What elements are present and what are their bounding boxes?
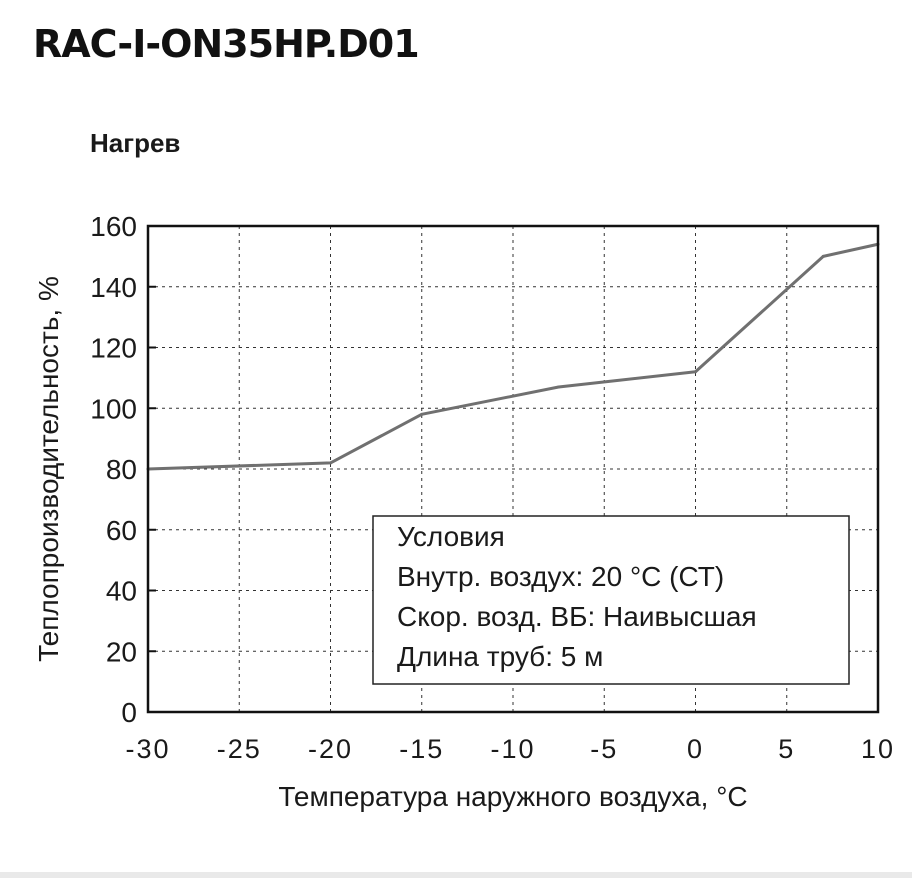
mode-label: Нагрев <box>90 128 181 158</box>
x-tick-label: -25 <box>217 734 262 764</box>
y-tick-label: 140 <box>90 272 137 303</box>
conditions-line-indoor: Внутр. воздух: 20 °C (СТ) <box>397 561 724 592</box>
data-point <box>694 370 697 374</box>
x-tick-label: -5 <box>590 734 618 764</box>
x-tick-label: 0 <box>687 734 704 764</box>
data-point <box>329 461 332 465</box>
y-axis-label: Теплопроизводительность, % <box>33 276 64 662</box>
x-tick-label: -15 <box>399 734 444 764</box>
data-point <box>557 385 561 389</box>
data-point <box>420 412 424 416</box>
model-title: RAC-I-ON35HP.D01 <box>33 22 420 66</box>
y-tick-label: 60 <box>106 515 137 546</box>
y-tick-label: 40 <box>106 576 137 607</box>
x-tick-label: -30 <box>125 734 170 764</box>
bottom-divider <box>0 872 912 878</box>
x-axis-label: Температура наружного воздуха, °C <box>278 781 747 812</box>
conditions-box: Условия Внутр. воздух: 20 °C (СТ) Скор. … <box>372 515 850 685</box>
plot-frame <box>146 224 880 714</box>
x-tick-label: -10 <box>490 734 535 764</box>
chart-tick-labels: -30 -25 -20 -15 -10 -5 0 5 100204060801001201401… <box>90 211 895 764</box>
y-tick-label: 100 <box>90 393 137 424</box>
conditions-title: Условия <box>397 521 505 552</box>
y-tick-label: 20 <box>106 636 137 667</box>
conditions-line-fan: Скор. возд. ВБ: Наивысшая <box>397 601 757 632</box>
conditions-frame <box>372 515 850 685</box>
conditions-line-pipe: Длина труб: 5 м <box>397 641 603 672</box>
y-tick-label: 80 <box>106 454 137 485</box>
x-tick-label: 10 <box>861 734 895 764</box>
x-tick-label: -20 <box>308 734 353 764</box>
y-tick-label: 160 <box>90 211 137 242</box>
data-point <box>821 254 825 258</box>
y-tick-label: 0 <box>121 697 137 728</box>
y-tick-label: 120 <box>90 333 137 364</box>
x-tick-label: 5 <box>778 734 795 764</box>
